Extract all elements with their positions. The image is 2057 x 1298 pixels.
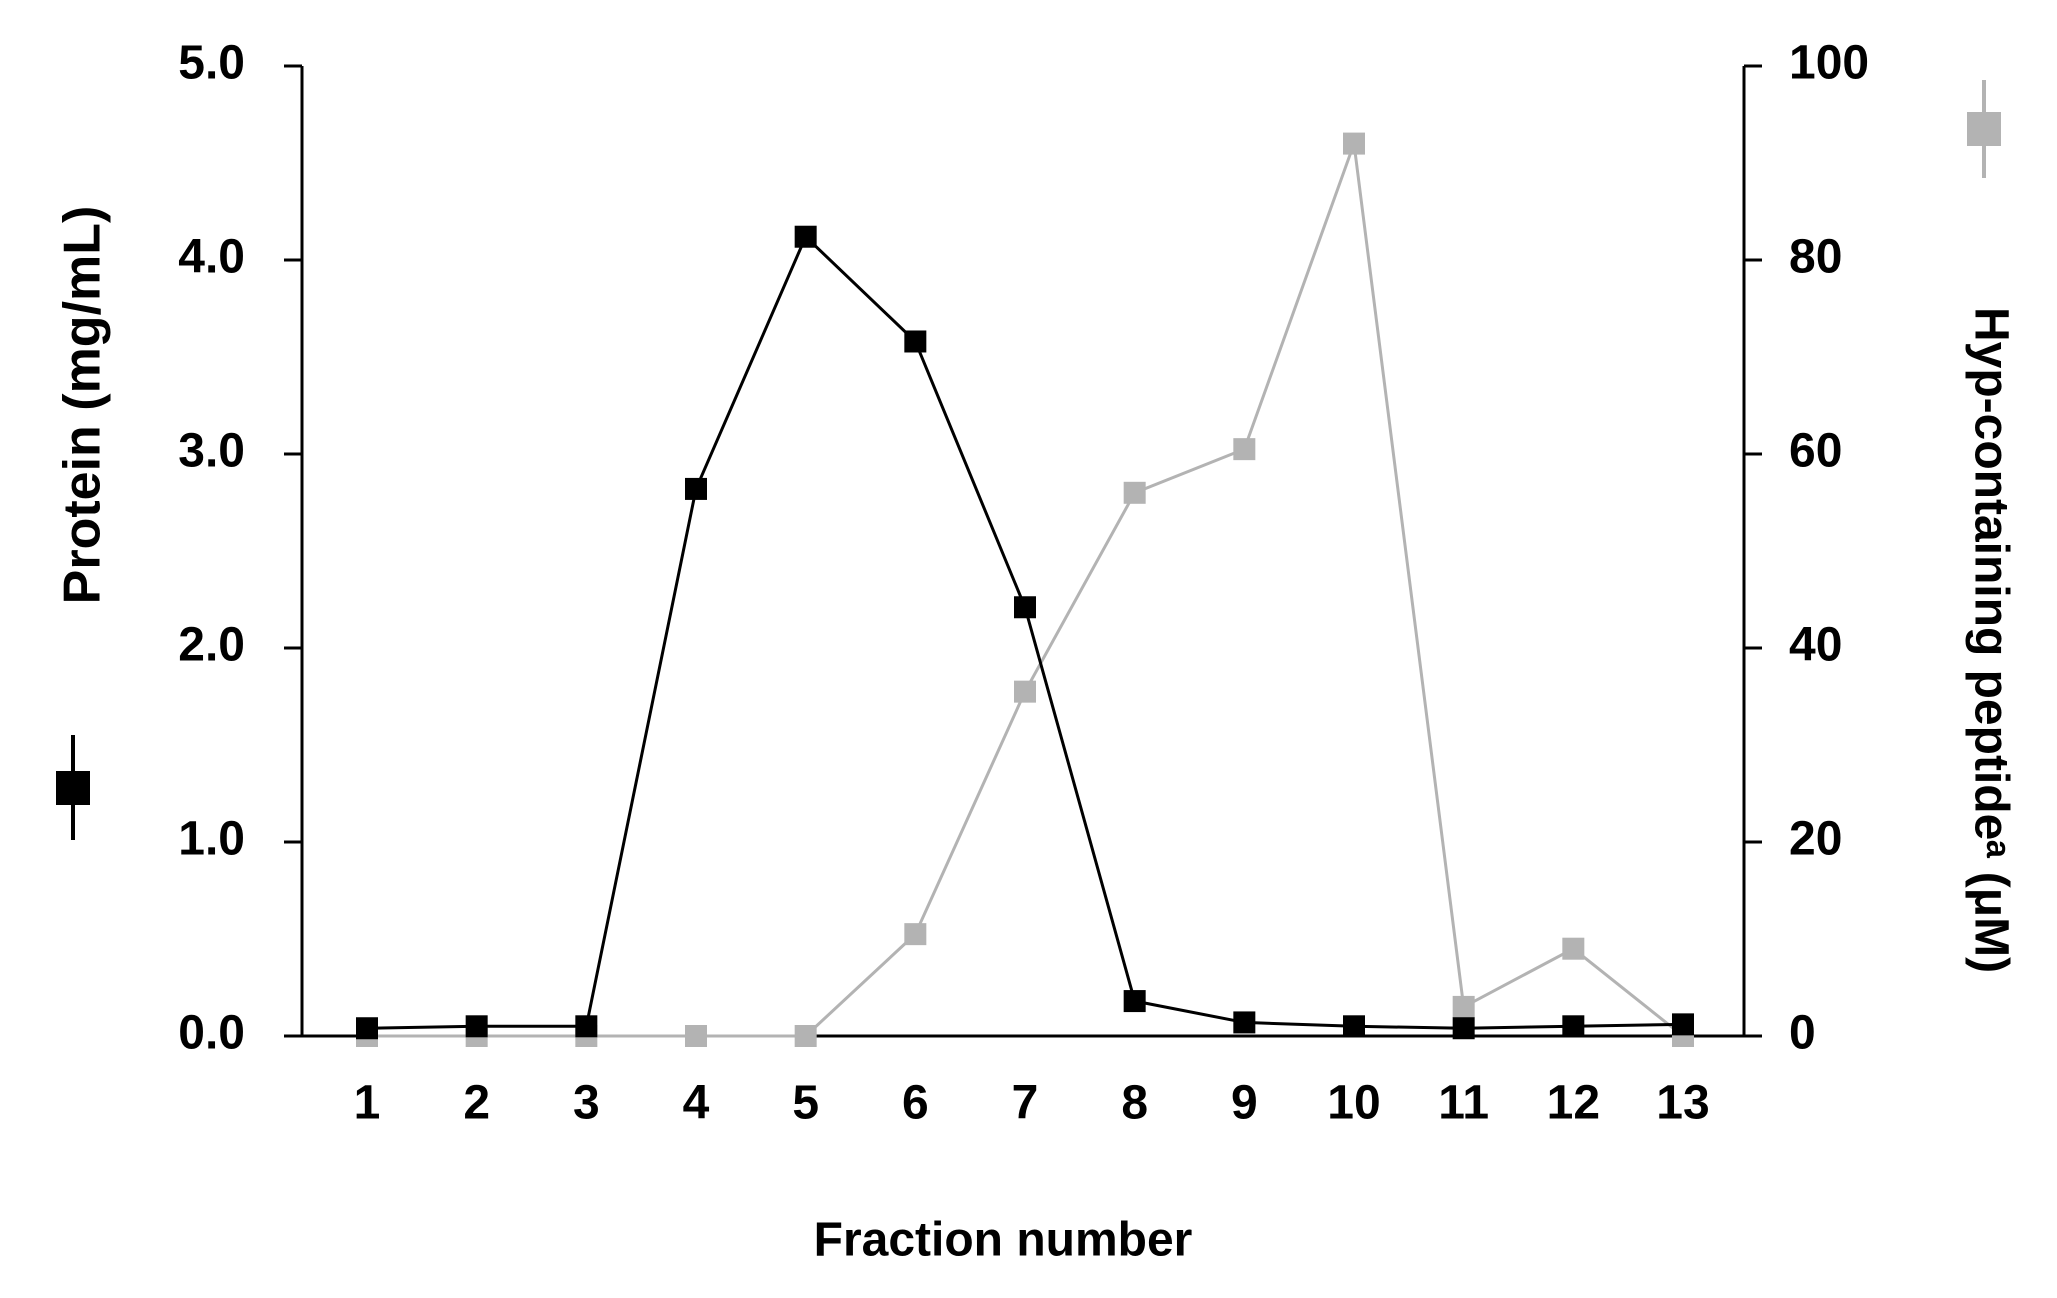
x-tick-label: 10 [1327, 1077, 1380, 1130]
x-tick-label: 4 [683, 1077, 710, 1130]
point [685, 1025, 707, 1047]
series-line [366, 234, 1684, 1030]
x-tick-label: 1 [354, 1077, 381, 1130]
point [1452, 995, 1475, 1018]
point [1343, 1015, 1365, 1038]
point [904, 330, 927, 353]
point [1452, 1017, 1475, 1040]
point [1123, 990, 1146, 1013]
point [1233, 438, 1256, 461]
x-tick-label: 2 [463, 1077, 490, 1130]
x-tick-label: 9 [1231, 1077, 1258, 1130]
point [794, 225, 817, 248]
legend-marker-protein [56, 735, 90, 840]
x-tick-label: 3 [573, 1077, 600, 1130]
y2-axis-label: Hyp-containing peptideᵃ (μM) [1964, 307, 2017, 973]
x-tick-label: 13 [1656, 1077, 1709, 1130]
y-tick-label: 0.0 [178, 1007, 245, 1060]
x-tick-label: 8 [1121, 1077, 1148, 1130]
y-tick-label: 1.0 [178, 813, 245, 866]
y2-tick-label: 80 [1789, 231, 1842, 284]
y-tick-label: 5.0 [178, 37, 245, 90]
y-tick-label: 4.0 [178, 231, 245, 284]
point [1343, 132, 1365, 155]
y-axis-label: Protein (mg/mL) [54, 206, 112, 605]
point [685, 477, 707, 500]
x-tick-label: 5 [792, 1077, 819, 1130]
point [1672, 1013, 1694, 1036]
y2-tick-label: 60 [1789, 425, 1842, 478]
legend-marker-hyp [1967, 80, 2001, 178]
y-tick-label: 3.0 [178, 425, 245, 478]
point [1233, 1011, 1256, 1034]
y-tick-label: 2.0 [178, 619, 245, 672]
point [1562, 937, 1585, 960]
x-tick-label: 6 [902, 1077, 929, 1130]
point [356, 1017, 378, 1040]
series-line [367, 143, 1684, 1038]
point [575, 1015, 598, 1038]
x-tick-label: 11 [1438, 1077, 1489, 1130]
y2-tick-label: 0 [1789, 1007, 1816, 1060]
x-tick-label: 12 [1547, 1077, 1600, 1130]
point [1014, 596, 1036, 619]
point [1123, 481, 1146, 504]
y2-tick-label: 100 [1789, 37, 1869, 90]
point [904, 923, 927, 946]
y2-tick-label: 20 [1789, 813, 1842, 866]
point [794, 1025, 817, 1047]
point [1014, 680, 1036, 703]
point [1562, 1015, 1585, 1038]
x-tick-label: 7 [1012, 1077, 1039, 1130]
point [465, 1015, 488, 1038]
y2-tick-label: 40 [1789, 619, 1842, 672]
x-axis-label: Fraction number [814, 1214, 1193, 1267]
